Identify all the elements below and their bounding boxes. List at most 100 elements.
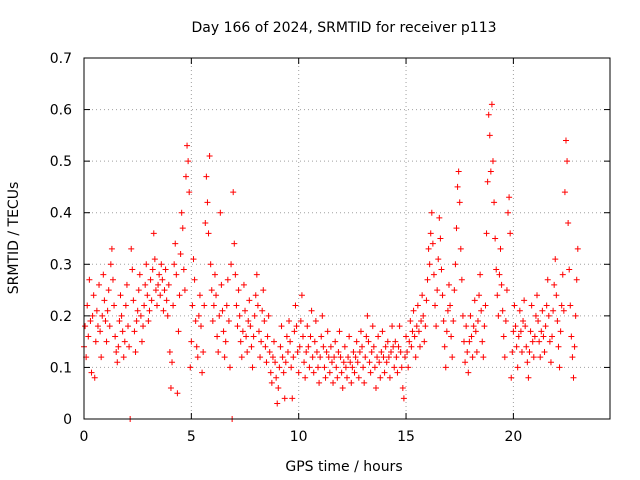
- data-point: [112, 333, 119, 340]
- data-point: [493, 266, 500, 273]
- data-point: [91, 374, 98, 381]
- data-point: [467, 312, 474, 319]
- data-point: [465, 369, 472, 376]
- data-point: [240, 281, 247, 288]
- data-point: [178, 209, 185, 216]
- data-point: [378, 348, 385, 355]
- data-point: [438, 266, 445, 273]
- data-point: [445, 281, 452, 288]
- data-point: [268, 379, 275, 386]
- data-point: [223, 302, 230, 309]
- data-point: [251, 312, 258, 319]
- data-point: [148, 297, 155, 304]
- data-point: [450, 318, 457, 325]
- data-point: [420, 312, 427, 319]
- data-point: [390, 343, 397, 350]
- data-point: [484, 178, 491, 185]
- data-point: [505, 209, 512, 216]
- data-point: [271, 338, 278, 345]
- data-point: [202, 220, 209, 227]
- data-point: [507, 230, 514, 237]
- data-point: [485, 111, 492, 118]
- data-point: [392, 338, 399, 345]
- data-point: [331, 354, 338, 361]
- data-point: [198, 323, 205, 330]
- data-point: [310, 369, 317, 376]
- data-point: [105, 287, 112, 294]
- data-point: [535, 318, 542, 325]
- data-point: [489, 158, 496, 165]
- data-point: [520, 318, 527, 325]
- data-point: [296, 343, 303, 350]
- data-point: [403, 333, 410, 340]
- data-point: [137, 312, 144, 319]
- data-point: [225, 318, 232, 325]
- data-point: [145, 318, 152, 325]
- data-point: [287, 338, 294, 345]
- data-point: [255, 328, 262, 335]
- data-point: [269, 354, 276, 361]
- data-point: [539, 307, 546, 314]
- data-point: [102, 318, 109, 325]
- data-point: [487, 168, 494, 175]
- data-point: [526, 348, 533, 355]
- data-point: [246, 297, 253, 304]
- data-point: [280, 369, 287, 376]
- data-point: [157, 292, 164, 299]
- data-point: [273, 374, 280, 381]
- data-point: [569, 354, 576, 361]
- data-point: [233, 302, 240, 309]
- data-point: [203, 173, 210, 180]
- data-point: [555, 343, 562, 350]
- data-point: [554, 318, 561, 325]
- data-point: [286, 318, 293, 325]
- data-point: [456, 199, 463, 206]
- data-point: [320, 343, 327, 350]
- data-point: [152, 287, 159, 294]
- data-point: [265, 312, 272, 319]
- data-point: [353, 338, 360, 345]
- data-point: [131, 328, 138, 335]
- data-point: [451, 287, 458, 294]
- data-point: [97, 328, 104, 335]
- data-point: [247, 323, 254, 330]
- data-point: [214, 333, 221, 340]
- data-point: [340, 359, 347, 366]
- data-point: [411, 333, 418, 340]
- data-point: [379, 328, 386, 335]
- y-tick-label: 0.5: [50, 154, 72, 170]
- data-point: [409, 328, 416, 335]
- data-point: [496, 271, 503, 278]
- data-point: [541, 348, 548, 355]
- data-point: [191, 276, 198, 283]
- data-point: [537, 354, 544, 361]
- data-point: [360, 364, 367, 371]
- data-point: [422, 323, 429, 330]
- data-point: [421, 338, 428, 345]
- data-point: [272, 359, 279, 366]
- data-point: [136, 271, 143, 278]
- data-point: [180, 266, 187, 273]
- data-point: [244, 348, 251, 355]
- data-point: [544, 276, 551, 283]
- data-point: [375, 333, 382, 340]
- data-point: [194, 354, 201, 361]
- data-point: [359, 343, 366, 350]
- data-point: [406, 338, 413, 345]
- data-point: [192, 318, 199, 325]
- data-point: [372, 385, 379, 392]
- data-point: [252, 292, 259, 299]
- data-point: [362, 354, 369, 361]
- data-point: [444, 307, 451, 314]
- x-tick-label: 15: [397, 429, 415, 445]
- data-point: [337, 354, 344, 361]
- data-point: [478, 307, 485, 314]
- data-point: [218, 281, 225, 288]
- data-point: [129, 266, 136, 273]
- data-point: [529, 338, 536, 345]
- data-point: [147, 276, 154, 283]
- data-point: [96, 281, 103, 288]
- data-point: [346, 333, 353, 340]
- data-point: [568, 333, 575, 340]
- data-point: [140, 323, 147, 330]
